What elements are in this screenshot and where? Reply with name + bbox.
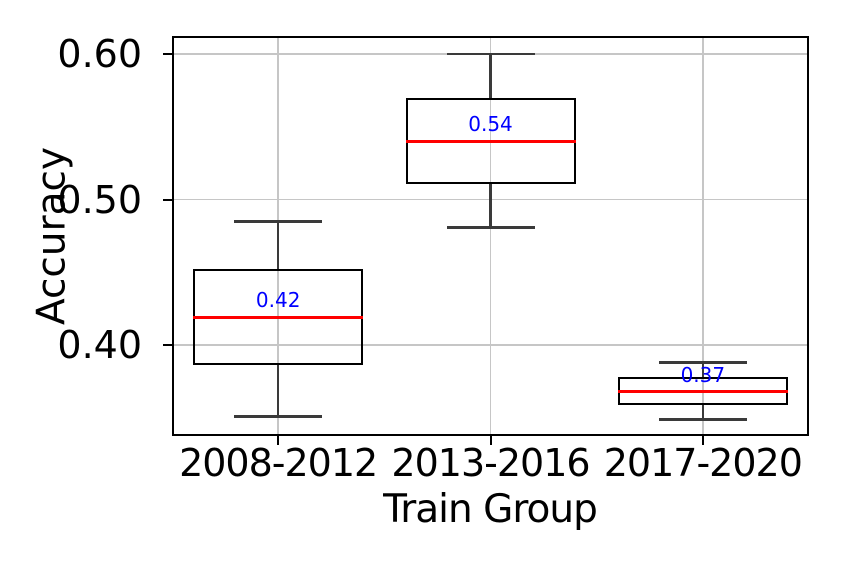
upper-whisker-cap (234, 220, 323, 223)
x-tick-label: 2008-2012 (179, 441, 378, 485)
plot-area: 0.42 0.54 0.37 (172, 36, 809, 436)
median-value-label: 0.54 (468, 112, 513, 137)
x-tick-mark (701, 436, 704, 445)
median-line (405, 140, 576, 143)
lower-whisker-cap (446, 226, 535, 229)
upper-whisker-cap (658, 361, 747, 364)
x-gridline (489, 36, 492, 436)
x-tick-label: 2017-2020 (603, 441, 803, 485)
x-tick-label: 2013-2016 (391, 441, 590, 485)
y-tick-label: 0.60 (57, 32, 142, 77)
median-value-label: 0.37 (680, 362, 726, 387)
upper-whisker (701, 362, 705, 378)
upper-whisker-cap (446, 52, 535, 56)
y-axis-label: Accuracy (29, 146, 75, 326)
y-tick-mark (163, 344, 172, 347)
upper-whisker (276, 221, 280, 270)
lower-whisker (276, 365, 280, 417)
x-tick-mark (489, 436, 492, 445)
x-tick-mark (277, 436, 280, 445)
lower-whisker (701, 404, 705, 420)
median-line (193, 316, 364, 319)
y-tick-mark (163, 53, 172, 56)
y-tick-label: 0.40 (57, 323, 142, 368)
y-tick-mark (163, 198, 172, 201)
lower-whisker (489, 183, 492, 228)
upper-whisker (489, 54, 492, 98)
lower-whisker-cap (234, 415, 323, 418)
x-gridline (702, 36, 704, 436)
x-axis-label: Train Group (383, 487, 598, 532)
lower-whisker-cap (658, 418, 747, 421)
median-line (617, 390, 788, 393)
median-value-label: 0.42 (255, 288, 301, 313)
y-tick-label: 0.50 (57, 177, 142, 222)
